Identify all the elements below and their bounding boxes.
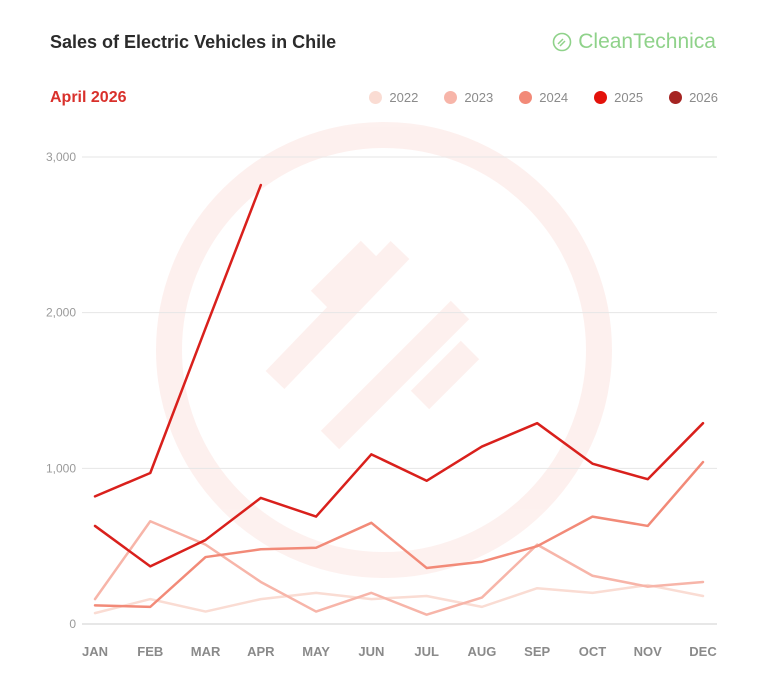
legend-item-2025: 2025	[594, 90, 643, 105]
plug-icon	[552, 32, 572, 52]
legend-marker	[669, 91, 683, 104]
y-tick-label: 1,000	[46, 461, 76, 475]
cleantechnica-logo: CleanTechnica	[552, 30, 716, 54]
x-tick-label: AUG	[467, 644, 496, 659]
y-tick-label: 0	[69, 617, 76, 631]
watermark	[156, 122, 612, 578]
y-tick-label: 2,000	[46, 306, 76, 320]
legend-label: 2022	[389, 90, 419, 105]
x-tick-label: SEP	[524, 644, 550, 659]
x-tick-label: JUN	[358, 644, 384, 659]
series-line-2024	[93, 460, 705, 609]
x-tick-label: OCT	[579, 644, 607, 659]
legend-item-2026: 2026	[669, 90, 718, 105]
brand-name: CleanTechnica	[578, 30, 716, 53]
legend-item-2024: 2024	[519, 90, 568, 105]
legend-marker	[369, 91, 383, 104]
series-line-2022	[93, 583, 705, 615]
series-line-2025	[93, 421, 705, 568]
legend-label: 2025	[614, 90, 644, 105]
x-tick-label: NOV	[634, 644, 663, 659]
legend: 2022 2023 2024 2025 2026	[369, 90, 718, 105]
legend-marker	[594, 91, 608, 104]
series-line-2026	[93, 183, 263, 498]
legend-label: 2023	[464, 90, 494, 105]
chart-title: Sales of Electric Vehicles in Chile	[50, 32, 337, 52]
series-line-2023	[93, 520, 705, 616]
legend-marker	[444, 91, 458, 104]
legend-item-2022: 2022	[369, 90, 418, 105]
x-tick-label: APR	[247, 644, 275, 659]
legend-marker	[519, 91, 533, 104]
x-tick-label: MAY	[302, 644, 330, 659]
y-tick-label: 3,000	[46, 150, 76, 164]
x-tick-label: MAR	[191, 644, 221, 659]
x-tick-label: JUL	[414, 644, 439, 659]
legend-label: 2026	[689, 90, 718, 105]
chart-subtitle: April 2026	[50, 89, 127, 106]
legend-label: 2024	[539, 90, 569, 105]
x-tick-label: JAN	[82, 644, 108, 659]
legend-item-2023: 2023	[444, 90, 493, 105]
x-tick-label: DEC	[689, 644, 717, 659]
x-tick-label: FEB	[137, 644, 163, 659]
